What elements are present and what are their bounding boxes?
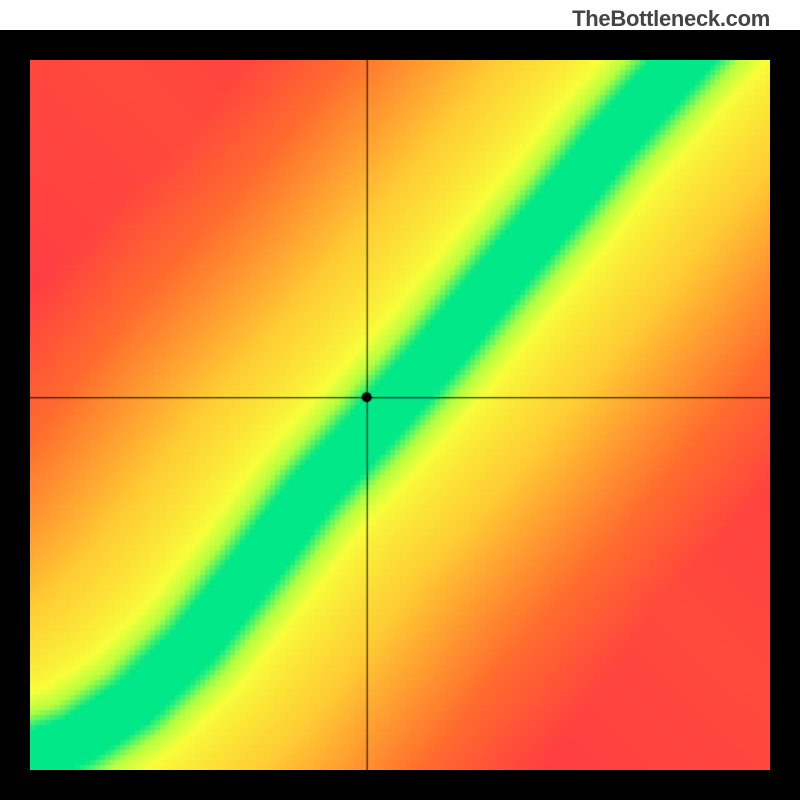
watermark-text: TheBottleneck.com <box>572 6 770 32</box>
bottleneck-heatmap <box>30 60 770 770</box>
frame-right <box>770 30 800 800</box>
frame-top <box>0 30 800 60</box>
chart-container: TheBottleneck.com <box>0 0 800 800</box>
frame-left <box>0 30 30 800</box>
frame-bottom <box>0 770 800 800</box>
